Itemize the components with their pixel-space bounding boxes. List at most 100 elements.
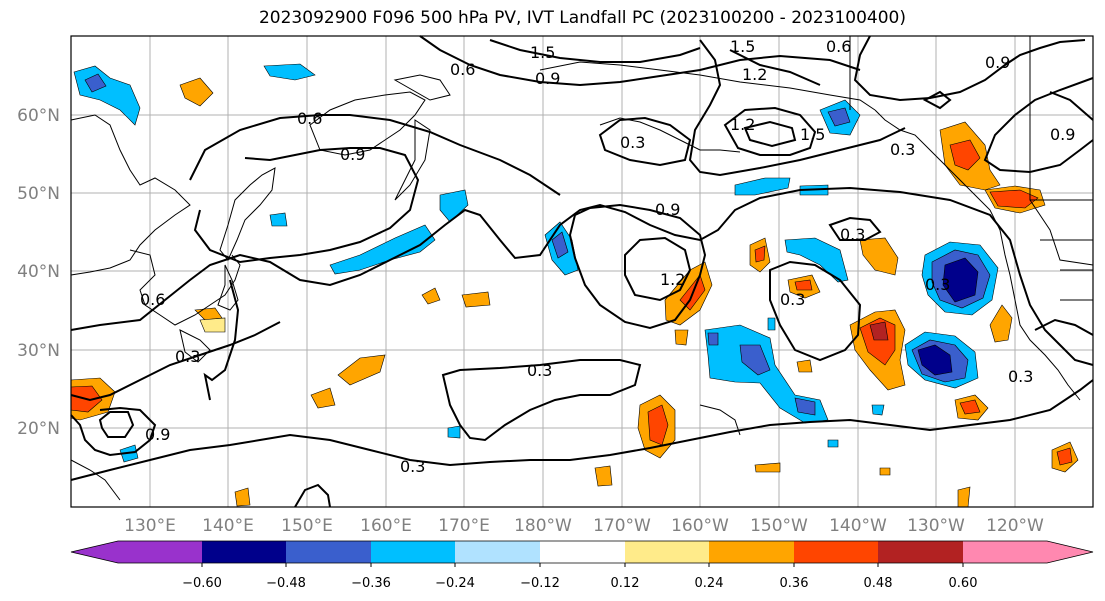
lon-label: 160°E [360, 516, 412, 536]
contour-label: 0.6 [297, 109, 322, 128]
anomaly-blob [949, 139, 981, 171]
latitude-labels: 60°N 50°N 40°N 30°N 20°N [17, 106, 60, 439]
pv-contours [70, 35, 1094, 508]
contour-label: 1.5 [730, 37, 755, 56]
lon-label: 130°E [124, 516, 176, 536]
colorbar-tick-label: −0.12 [520, 576, 560, 591]
colorbar-segment [286, 541, 371, 563]
anomaly-blob [674, 329, 689, 346]
anomaly-blob [754, 245, 766, 263]
contour-label: 0.3 [925, 275, 950, 294]
anomaly-blob [421, 287, 441, 305]
contour-label: 1.2 [660, 270, 685, 289]
colorbar-segment [709, 541, 794, 563]
anomaly-blob [869, 321, 889, 341]
anomaly-blob [594, 465, 613, 487]
anomaly-blob [794, 279, 813, 291]
longitude-labels: 130°E 140°E 150°E 160°E 170°E 180°W 170°… [124, 516, 1044, 536]
lat-label: 40°N [17, 262, 60, 282]
colorbar-segment [540, 541, 625, 563]
colorbar-segment [625, 541, 709, 563]
contour-label: 0.3 [527, 361, 552, 380]
contour-label: 0.9 [340, 145, 365, 164]
colorbar-segment [371, 541, 455, 563]
lat-label: 60°N [17, 106, 60, 126]
anomaly-blob [179, 77, 214, 107]
colorbar-tick-label: 0.24 [695, 576, 724, 591]
contour-label: 0.9 [1050, 125, 1075, 144]
lon-label: 150°E [281, 516, 333, 536]
anomaly-blob [957, 486, 971, 508]
coastlines [70, 36, 1094, 501]
colorbar-extend-high [963, 541, 1093, 563]
anomaly-blob [461, 291, 491, 308]
anomaly-blob [734, 177, 791, 196]
shaded-anomalies [70, 63, 1079, 508]
contour-label: 0.6 [140, 290, 165, 309]
anomaly-blob [767, 317, 776, 331]
contour-label: 0.3 [780, 290, 805, 309]
anomaly-blob [989, 304, 1013, 343]
colorbar-segment [202, 541, 286, 563]
anomaly-blob [754, 462, 781, 473]
anomaly-blob [917, 344, 953, 376]
contour-label: 0.9 [985, 53, 1010, 72]
anomaly-blob [707, 332, 719, 346]
colorbar-ticks: −0.60 −0.48 −0.36 −0.24 −0.12 0.12 0.24 … [182, 576, 977, 591]
colorbar-segment [878, 541, 963, 563]
anomaly-blob [269, 212, 288, 227]
colorbar-tick-label: 0.36 [780, 576, 809, 591]
contour-label: 0.3 [890, 140, 915, 159]
colorbar-outline [70, 540, 1094, 564]
anomaly-blob [199, 317, 226, 333]
anomaly-blob [827, 439, 839, 448]
anomaly-blob [827, 107, 851, 127]
anomaly-blob [879, 467, 891, 476]
anomaly-blob [310, 387, 336, 409]
anomaly-blob [871, 404, 885, 416]
lon-label: 170°W [593, 516, 651, 536]
colorbar-segment [794, 541, 878, 563]
colorbar-extend-low [71, 541, 202, 563]
colorbar-tick-label: −0.36 [351, 576, 391, 591]
colorbar-tick-label: −0.24 [435, 576, 475, 591]
anomaly-blob [739, 344, 771, 376]
lon-label: 170°E [438, 516, 490, 536]
lon-label: 120°W [986, 516, 1044, 536]
anomaly-blob [84, 73, 107, 93]
contour-label: 0.6 [826, 37, 851, 56]
lon-label: 140°E [202, 516, 254, 536]
anomaly-blob [234, 487, 251, 507]
colorbar-tick-label: 0.12 [611, 576, 640, 591]
anomaly-blob [1056, 447, 1073, 466]
anomaly-blob [859, 237, 899, 276]
lon-label: 130°W [907, 516, 965, 536]
anomaly-blob [337, 354, 386, 386]
contour-label: 0.3 [175, 347, 200, 366]
contour-label: 0.6 [450, 60, 475, 79]
contour-label: 1.2 [742, 65, 767, 84]
lon-label: 140°W [829, 516, 887, 536]
map-frame [70, 35, 1094, 508]
anomaly-blob [329, 224, 436, 275]
lat-label: 30°N [17, 341, 60, 361]
anomaly-blob [551, 231, 569, 259]
contour-labels: 1.5 1.5 0.9 0.6 0.6 1.2 0.9 0.6 1.2 0.3 … [140, 37, 1075, 476]
contour-label: 0.3 [1008, 367, 1033, 386]
anomaly-blob [942, 257, 979, 303]
lon-label: 160°W [671, 516, 729, 536]
lat-label: 20°N [17, 419, 60, 439]
colorbar-tick-label: −0.60 [182, 576, 222, 591]
contour-label: 1.2 [730, 115, 755, 134]
colorbar-segment [455, 541, 540, 563]
lon-label: 150°W [750, 516, 808, 536]
colorbar [70, 540, 1094, 567]
map-title: 2023092900 F096 500 hPa PV, IVT Landfall… [258, 8, 906, 28]
anomaly-blob [784, 237, 849, 283]
lat-label: 50°N [17, 184, 60, 204]
anomaly-blob [794, 397, 816, 416]
colorbar-tick-label: 0.48 [864, 576, 893, 591]
contour-label: 1.5 [800, 125, 825, 144]
contour-label: 0.9 [535, 69, 560, 88]
